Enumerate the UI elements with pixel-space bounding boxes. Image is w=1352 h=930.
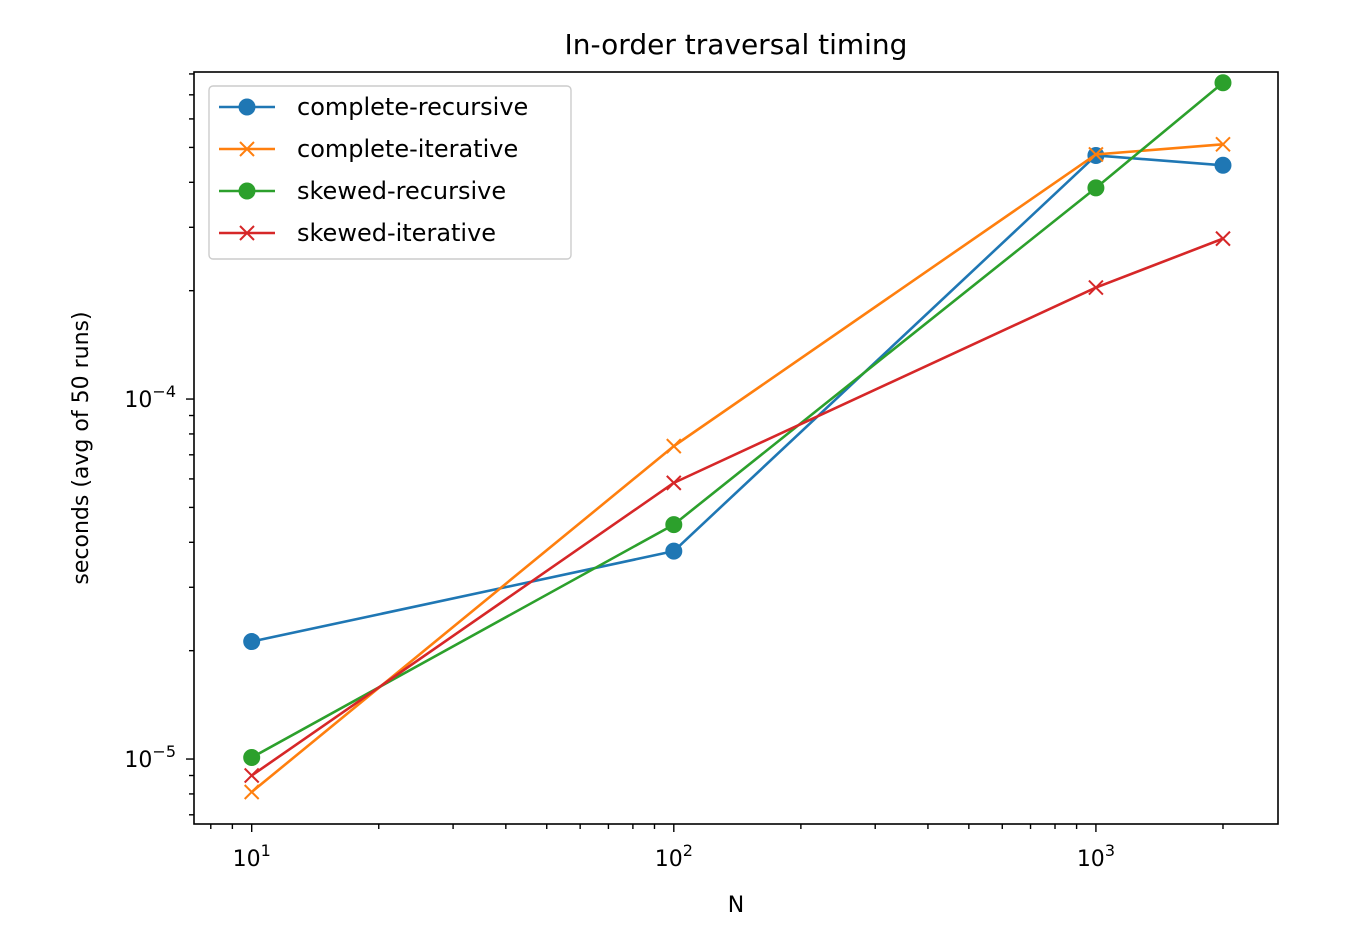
- data-point: [665, 516, 683, 534]
- series-line: [251, 81, 1224, 759]
- y-axis-label: seconds (avg of 50 runs): [69, 311, 94, 584]
- series-line: [250, 143, 1224, 793]
- data-point: [1088, 279, 1104, 296]
- data-point: [1215, 230, 1231, 247]
- legend-label: skewed-iterative: [297, 219, 496, 247]
- data-point: [243, 748, 261, 766]
- y-axis: 10−5 10−4: [124, 73, 194, 816]
- legend-marker: [238, 182, 256, 200]
- legend-item: complete-recursive: [219, 93, 528, 121]
- data-point: [243, 633, 261, 651]
- series-line: [250, 237, 1224, 777]
- legend-marker: [238, 98, 256, 116]
- legend-marker: [239, 225, 255, 241]
- data-point: [243, 767, 260, 784]
- data-point: [1087, 179, 1105, 197]
- legend-item: skewed-recursive: [219, 177, 506, 205]
- legend-label: complete-recursive: [297, 93, 528, 121]
- legend-label: skewed-recursive: [297, 177, 506, 205]
- x-axis-label: N: [728, 893, 744, 918]
- legend-box: [208, 85, 572, 260]
- chart-title: In-order traversal timing: [565, 28, 908, 61]
- legend-item: complete-iterative: [219, 135, 518, 163]
- data-point: [1215, 136, 1231, 153]
- series-line: [251, 154, 1224, 643]
- data-point: [666, 475, 682, 491]
- data-point: [1214, 74, 1232, 92]
- data-point: [665, 542, 683, 560]
- legend-marker: [239, 141, 255, 157]
- series-complete-recursive: [243, 146, 1232, 651]
- legend-item: skewed-iterative: [219, 219, 496, 247]
- x-tick-label: 102: [655, 841, 693, 872]
- x-tick-label: 103: [1077, 841, 1115, 872]
- series-complete-iterative: [243, 136, 1231, 800]
- series-skewed-iterative: [243, 230, 1231, 784]
- data-point: [1088, 146, 1104, 163]
- legend: complete-recursive complete-iterative skew…: [208, 85, 572, 260]
- y-tick-label: 10−5: [124, 742, 176, 773]
- x-tick-label: 101: [233, 841, 271, 872]
- legend-label: complete-iterative: [297, 135, 518, 163]
- series-skewed-recursive: [243, 74, 1232, 766]
- x-axis: 101 102 103: [210, 824, 1224, 872]
- data-point: [666, 438, 682, 454]
- y-tick-label: 10−4: [124, 382, 176, 413]
- data-point: [1214, 156, 1232, 174]
- plot-frame: [193, 71, 1279, 825]
- data-point: [243, 784, 260, 800]
